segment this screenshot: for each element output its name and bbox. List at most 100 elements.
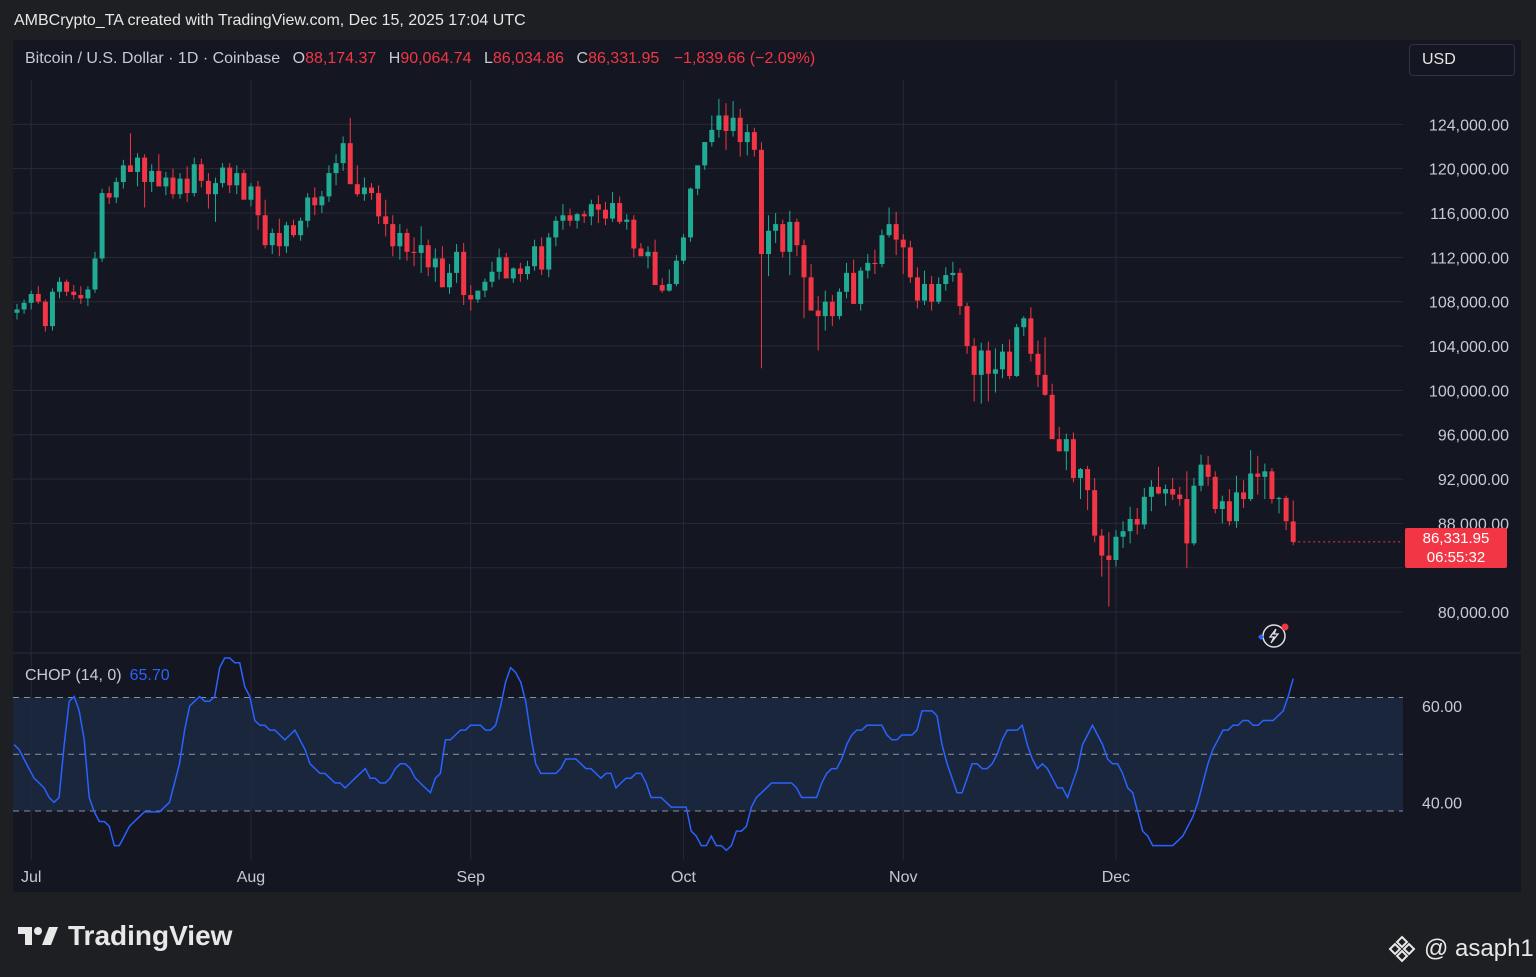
candle-body: [496, 257, 502, 272]
candle-body: [893, 224, 899, 240]
chop-line: [13, 657, 1294, 852]
candle-body: [907, 247, 913, 278]
chop-tick-label: 60.00: [1422, 699, 1462, 716]
chop-band: [13, 696, 1403, 812]
candle-body: [751, 132, 757, 150]
chop-name[interactable]: CHOP (14, 0): [25, 667, 122, 684]
chop-value: 65.70: [129, 667, 170, 684]
candle-body: [220, 167, 226, 184]
candle-body: [1276, 497, 1282, 500]
candle-body: [1255, 473, 1261, 477]
candle-body: [808, 277, 814, 311]
price-tick-label: 112,000.00: [1430, 250, 1509, 267]
candle-body: [610, 203, 616, 219]
last-price-tag: 86,331.95 06:55:32: [1405, 528, 1507, 568]
candle-body: [191, 164, 197, 194]
candle-body: [269, 232, 275, 246]
candle-body: [546, 237, 552, 270]
candle-body: [276, 232, 282, 247]
candle-body: [766, 230, 772, 255]
candle-body: [49, 291, 55, 327]
candle-body: [652, 251, 658, 286]
candle-body: [1283, 497, 1289, 522]
lightning-replay-icon[interactable]: [1256, 621, 1292, 649]
candle-body: [64, 281, 70, 292]
candle-body: [354, 184, 360, 195]
candle-body: [1248, 473, 1254, 500]
bar-countdown: 06:55:32: [1426, 549, 1486, 566]
chart-credit: AMBCrypto_TA created with TradingView.co…: [14, 12, 526, 29]
candle-body: [411, 251, 417, 253]
candle-body: [135, 157, 141, 173]
price-tick-label: 104,000.00: [1429, 339, 1509, 356]
candle-body: [950, 272, 956, 276]
candle-body: [780, 224, 786, 252]
candle-body: [305, 197, 311, 221]
candle-body: [787, 221, 793, 252]
candle-body: [900, 239, 906, 248]
candle-body: [347, 143, 353, 185]
candle-body: [475, 290, 481, 300]
candle-body: [14, 309, 20, 313]
price-tick-label: 116,000.00: [1430, 206, 1509, 223]
candle-body: [120, 165, 126, 182]
candle-body: [773, 224, 779, 231]
candle-body: [1134, 518, 1140, 525]
candle-body: [879, 235, 885, 265]
candle-body: [1269, 471, 1275, 500]
candle-body: [454, 251, 460, 273]
candle-body: [1163, 489, 1169, 494]
candle-body: [390, 224, 396, 247]
candle-body: [418, 245, 424, 253]
candle-body: [936, 283, 942, 302]
candle-body: [439, 258, 445, 288]
candle-body: [1085, 469, 1091, 491]
candle-body: [617, 203, 623, 222]
candle-body: [1106, 555, 1112, 560]
candle-body: [149, 170, 155, 182]
candle-body: [595, 204, 601, 210]
month-tick-label: Dec: [1102, 869, 1130, 886]
candle-body: [758, 149, 764, 255]
candle-body: [624, 219, 630, 222]
currency-button[interactable]: USD: [1409, 44, 1515, 76]
symbol-name[interactable]: Bitcoin / U.S. Dollar · 1D · Coinbase: [25, 50, 281, 67]
candle-body: [659, 285, 665, 291]
candle-body: [1177, 494, 1183, 500]
close-value: 86,331.95: [588, 50, 660, 67]
candle-body: [156, 170, 162, 187]
candle-body: [446, 272, 452, 288]
price-tick-label: 100,000.00: [1429, 383, 1509, 400]
candle-body: [163, 177, 169, 187]
candle-body: [1219, 501, 1225, 509]
candle-body: [517, 268, 523, 274]
candle-body: [985, 350, 991, 374]
low-value: 86,034.86: [492, 50, 565, 67]
candle-body: [1056, 439, 1062, 452]
candle-body: [801, 245, 807, 278]
brand-logo[interactable]: TradingView: [16, 920, 232, 952]
candle-body: [822, 301, 828, 317]
candle-body: [1113, 536, 1119, 560]
candle-body: [1290, 521, 1296, 542]
candle-body: [57, 281, 63, 292]
candle-body: [291, 225, 297, 236]
candle-body: [1049, 394, 1055, 440]
candle-body: [241, 173, 247, 200]
open-value: 88,174.37: [305, 50, 377, 67]
candle-body: [1233, 492, 1239, 522]
candle-body: [1148, 486, 1154, 497]
candle-body: [886, 224, 892, 236]
candle-body: [404, 232, 410, 252]
candle-body: [283, 225, 289, 247]
candle-body: [1078, 469, 1083, 478]
candle-body: [1191, 485, 1197, 544]
candle-body: [524, 266, 530, 274]
candle-body: [127, 165, 133, 173]
candle-body: [383, 216, 389, 225]
candle-body: [234, 173, 240, 186]
candle-body: [539, 246, 545, 270]
candle-body: [333, 163, 339, 174]
month-tick-label: Oct: [671, 869, 696, 886]
